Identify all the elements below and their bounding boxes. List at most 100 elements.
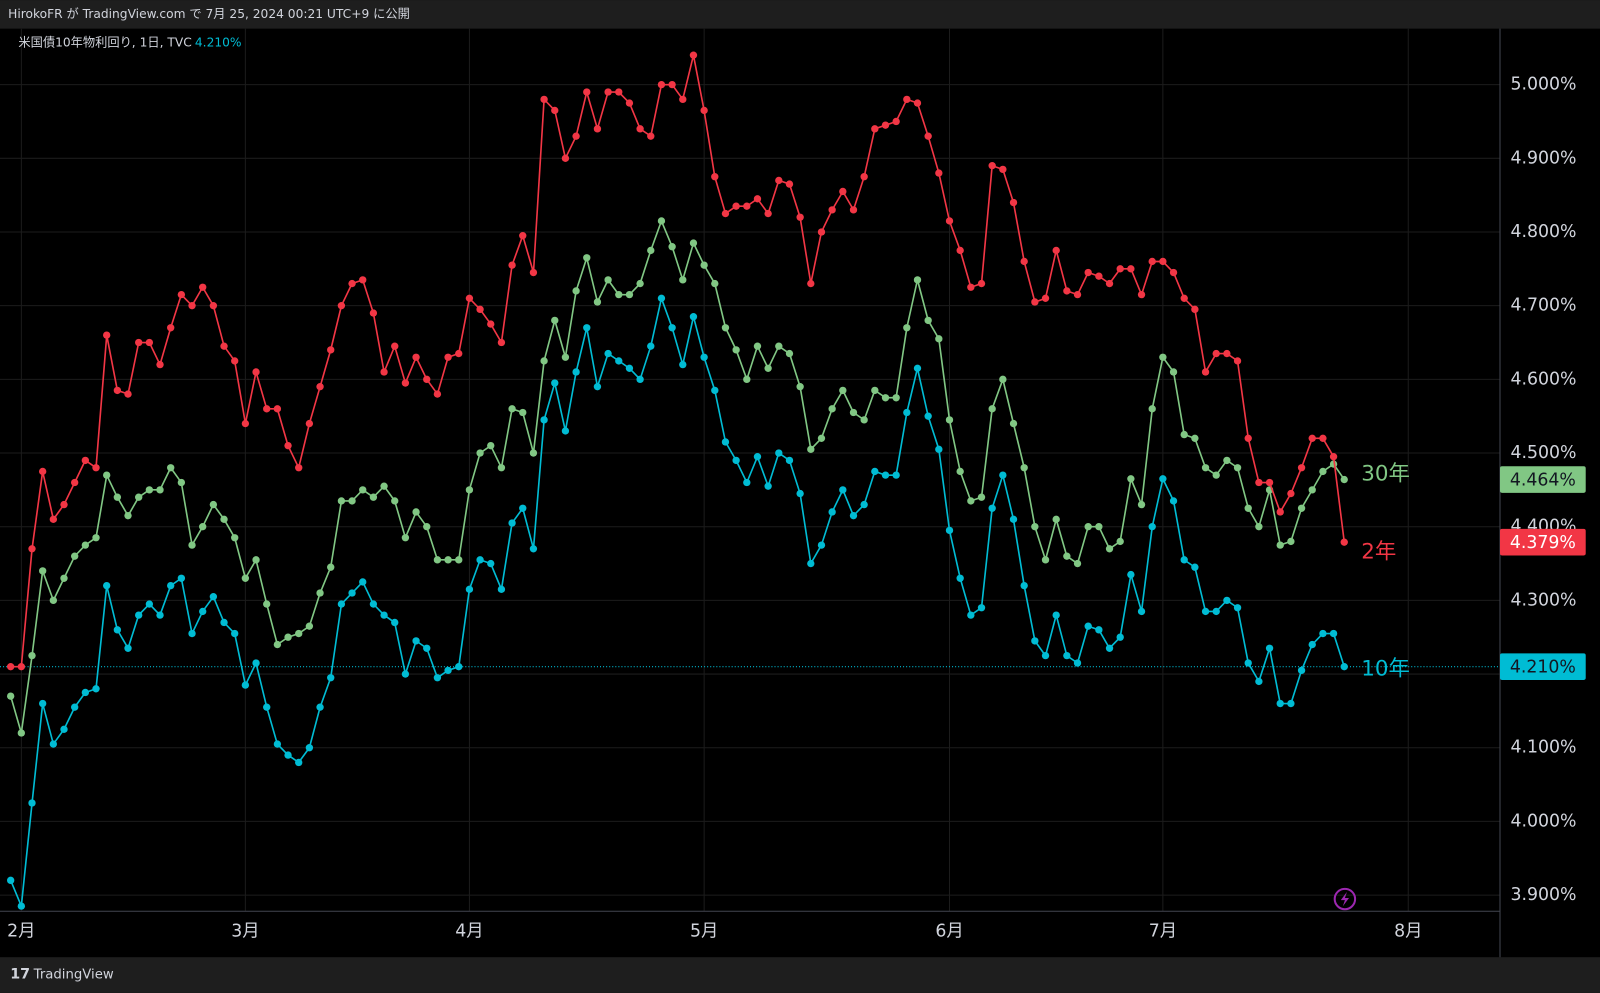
series-point (433, 390, 442, 398)
series-point (465, 294, 474, 302)
series-point (519, 504, 527, 512)
series-point (871, 125, 879, 133)
series-point (753, 195, 762, 203)
series-point (1095, 626, 1103, 634)
series-point (423, 375, 431, 384)
series-point (721, 324, 730, 332)
series-point (327, 346, 335, 354)
series-point (49, 515, 58, 524)
series-point (401, 670, 410, 678)
series-point (327, 563, 335, 571)
series-point (1297, 504, 1306, 512)
series-point (1340, 538, 1348, 546)
series-point (636, 279, 644, 288)
series-point (199, 283, 207, 291)
series-point (177, 574, 186, 582)
series-point (529, 449, 538, 457)
series-point (391, 497, 399, 505)
series-point (1159, 353, 1167, 361)
series-point (17, 902, 26, 910)
series-point (764, 364, 772, 372)
series-point (1084, 622, 1092, 630)
series-point (935, 335, 943, 343)
series-point (1137, 607, 1146, 616)
series-point (60, 500, 68, 509)
series-point (145, 486, 154, 494)
series-point (28, 545, 36, 553)
series-point (668, 243, 676, 251)
series-point (369, 600, 378, 608)
series-point (1009, 419, 1018, 428)
series-point (380, 368, 388, 376)
series-point (39, 699, 47, 708)
series-point (113, 386, 122, 395)
series-point (881, 394, 890, 402)
series-point (657, 294, 666, 302)
series-point (945, 217, 954, 225)
series-point (103, 581, 111, 590)
series-point (1063, 651, 1071, 660)
series-point (497, 338, 506, 347)
series-point (881, 121, 890, 129)
event-icon[interactable] (1333, 887, 1357, 911)
series-point (615, 290, 623, 299)
series-point (817, 228, 826, 236)
series-point (1329, 629, 1338, 638)
series-point (1084, 268, 1092, 277)
logo-mark: 17 (10, 967, 30, 983)
series-point (1169, 497, 1178, 505)
series-point (1180, 556, 1188, 564)
series-point (316, 383, 324, 391)
series-point (1255, 478, 1263, 487)
series-point (551, 379, 559, 387)
series-point (444, 353, 452, 361)
series-name: 30年 (1361, 461, 1410, 486)
y-tick-label: 4.100% (1510, 738, 1576, 758)
series-point (871, 467, 879, 476)
series-point (700, 261, 708, 269)
price-tag-label: 4.210% (1510, 658, 1576, 678)
series-point (444, 666, 452, 675)
series-point (508, 405, 516, 413)
series-point (988, 405, 996, 413)
series-point (689, 313, 698, 321)
series-point (775, 342, 783, 350)
series-point (188, 541, 196, 549)
series-point (1180, 294, 1188, 302)
y-tick-label: 4.300% (1510, 590, 1576, 610)
series-point (1148, 405, 1156, 413)
y-tick-label: 4.500% (1510, 443, 1576, 463)
series-point (263, 405, 271, 413)
series-point (465, 486, 474, 494)
series-point (1191, 305, 1199, 314)
series-point (753, 342, 762, 350)
series-point (231, 357, 239, 365)
series-point (1031, 637, 1039, 645)
series-point (1265, 478, 1274, 487)
series-point (17, 729, 26, 737)
series-point (305, 419, 314, 428)
series-point (583, 324, 591, 332)
series-point (1031, 523, 1039, 531)
series-point (657, 217, 666, 225)
series-point (1201, 607, 1210, 616)
x-tick-label: 3月 (231, 922, 259, 942)
series-point (945, 416, 954, 424)
series-point (401, 534, 410, 542)
series-point (732, 202, 740, 210)
series-point (284, 633, 292, 641)
series-point (1223, 596, 1231, 605)
series-point (49, 596, 58, 605)
series-point (1009, 198, 1018, 207)
price-tag-label: 4.464% (1510, 471, 1576, 491)
series-point (721, 209, 730, 218)
series-point (81, 688, 90, 697)
series-point (273, 640, 282, 649)
series-point (305, 622, 314, 630)
series-point (1063, 552, 1071, 560)
series-point (359, 486, 367, 494)
series-point (860, 173, 868, 181)
series-point (807, 279, 815, 288)
series-point (1105, 644, 1114, 652)
